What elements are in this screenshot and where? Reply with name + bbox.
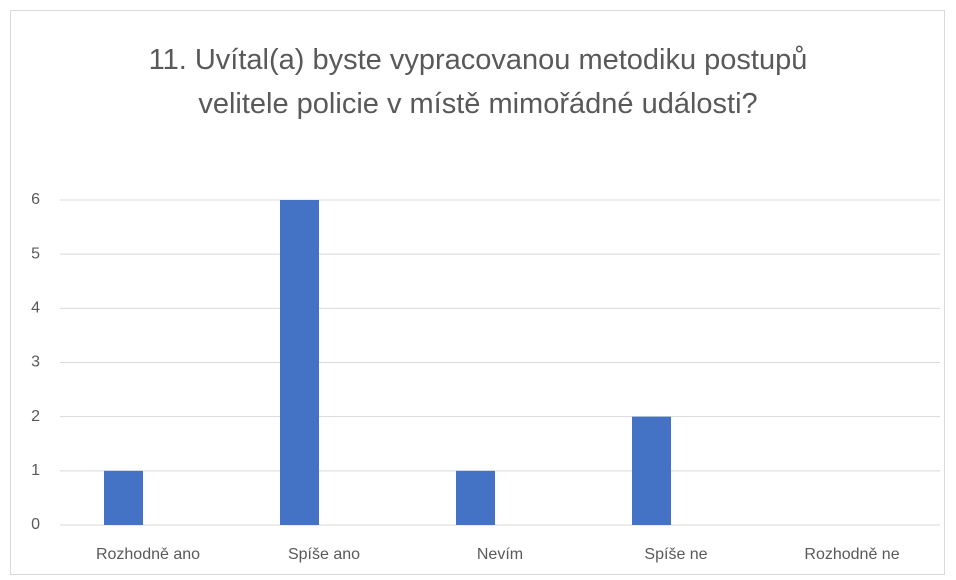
x-tick-label: Rozhodně ano: [96, 546, 200, 563]
bar: [280, 200, 319, 525]
y-tick-label: 6: [31, 191, 40, 208]
bar: [104, 470, 143, 525]
y-tick-label: 3: [31, 354, 40, 371]
x-tick-label: Rozhodně ne: [804, 546, 899, 563]
bar: [632, 416, 671, 525]
chart-title: 11. Uvítal(a) byste vypracovanou metodik…: [148, 44, 808, 120]
y-tick-label: 0: [31, 516, 40, 533]
x-tick-label: Spíše ano: [288, 546, 360, 563]
x-tick-label: Spíše ne: [644, 546, 707, 563]
y-tick-label: 4: [31, 300, 40, 317]
x-tick-label: Nevím: [477, 546, 523, 563]
bar: [456, 470, 495, 525]
y-tick-label: 1: [31, 462, 40, 479]
y-tick-label: 5: [31, 245, 40, 262]
y-tick-label: 2: [31, 408, 40, 425]
